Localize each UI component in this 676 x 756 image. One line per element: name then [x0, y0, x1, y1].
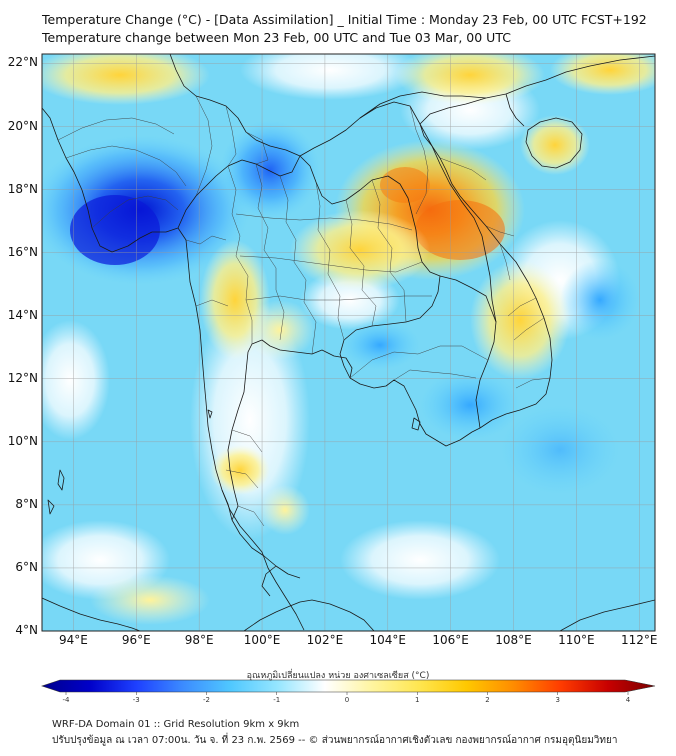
lon-label: 108°E [495, 633, 532, 647]
colorbar-scale [41, 679, 656, 693]
colorbar-tick-label: 3 [555, 696, 560, 704]
lon-label: 98°E [184, 633, 214, 647]
lat-label: 8°N [15, 496, 38, 511]
province-boundaries [57, 95, 551, 527]
colorbar-tick-label: -3 [132, 696, 140, 704]
colorbar-tick-label: -2 [203, 696, 210, 704]
footer-model-info: WRF-DA Domain 01 :: Grid Resolution 9km … [52, 719, 300, 730]
thailand-laos-border [299, 155, 441, 277]
lat-label: 20°N [7, 118, 38, 133]
chart-title: Temperature Change (°C) - [Data Assimila… [42, 12, 647, 27]
colorbar-title: อุณหภูมิเปลี่ยนแปลง หน่วย องศาเซลเซียส (… [246, 671, 430, 681]
coastlines-borders [42, 54, 655, 631]
thailand-cambodia-border [339, 275, 441, 379]
myanmar-china-border [169, 54, 301, 157]
laos-vietnam-border [299, 101, 497, 323]
lat-label: 12°N [7, 370, 38, 385]
colorbar-tick-label: -4 [62, 696, 70, 704]
colorbar-tick-label: 0 [344, 696, 350, 704]
china-vietnam-border [359, 91, 487, 119]
lon-label: 100°E [243, 633, 281, 647]
cambodia-laos-vietnam-border [439, 275, 497, 429]
lat-label: 10°N [7, 433, 38, 448]
sumatra-coast [42, 597, 141, 631]
colorbar-tick-label: 4 [625, 696, 631, 704]
lat-label: 22°N [7, 55, 38, 70]
lon-label: 94°E [58, 633, 88, 647]
thailand-malaysia-border [261, 565, 277, 597]
lat-label: 18°N [7, 181, 38, 196]
cambodia-coast [349, 377, 481, 447]
lon-label: 96°E [121, 633, 151, 647]
temperature-field [42, 54, 655, 631]
lon-label: 102°E [306, 633, 344, 647]
lat-label: 16°N [7, 244, 38, 259]
lon-label: 112°E [621, 633, 658, 647]
lon-label: 104°E [369, 633, 407, 647]
colorbar-tick-label: -1 [273, 696, 281, 704]
footer-credit: ปรับปรุงข้อมูล ณ เวลา 07:00น. วัน จ. ที่… [52, 735, 618, 746]
lat-label: 4°N [15, 623, 38, 637]
colorbar-tick-label: 1 [415, 696, 420, 704]
map-frame [41, 53, 656, 632]
malay-peninsula-east [231, 519, 301, 579]
colorbar-tick-label: 2 [485, 696, 490, 704]
myanmar-thailand-border [177, 155, 301, 229]
lon-label: 106°E [432, 633, 469, 647]
colorbar [41, 679, 656, 695]
hainan-coast [525, 117, 583, 169]
lat-label: 6°N [15, 559, 38, 574]
chart-subtitle: Temperature change between Mon 23 Feb, 0… [42, 30, 511, 45]
lon-label: 110°E [558, 633, 595, 647]
vietnam-coast [419, 55, 655, 429]
lat-label: 14°N [7, 307, 38, 322]
